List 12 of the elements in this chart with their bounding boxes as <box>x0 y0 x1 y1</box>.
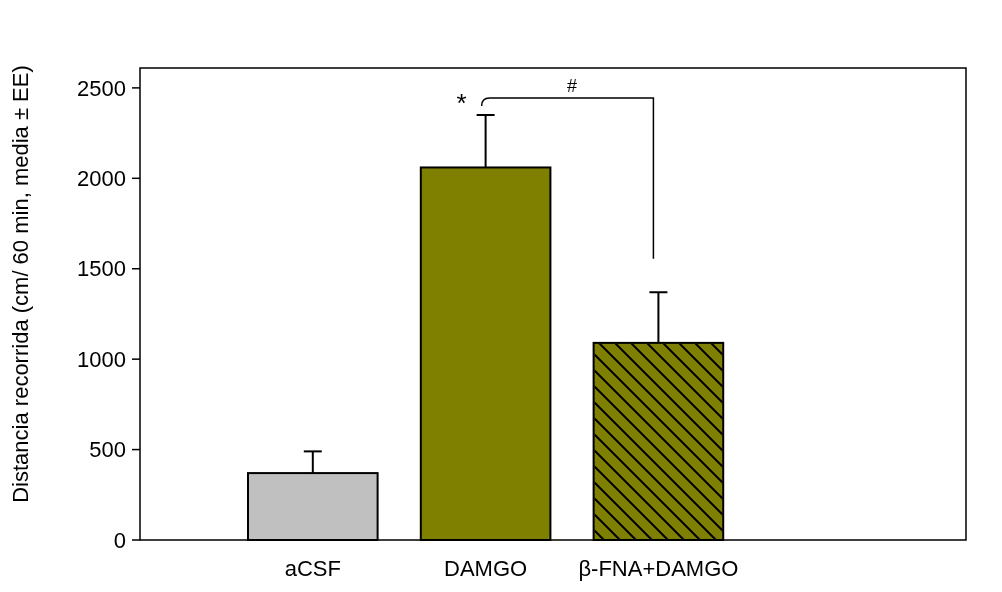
y-axis-title: Distancia recorrida (cm/ 60 min, media ± EE) <box>8 65 33 503</box>
y-tick-label: 1000 <box>77 346 126 372</box>
x-tick-label: aCSF <box>284 556 341 581</box>
x-tick-label: DAMGO <box>444 556 528 581</box>
y-tick-label: 2500 <box>77 75 126 101</box>
y-tick-label: 1500 <box>77 256 126 282</box>
y-tick-label: 500 <box>89 437 126 463</box>
y-tick-label: 0 <box>113 527 126 553</box>
annotation: * <box>456 88 467 118</box>
annotation: # <box>567 76 578 96</box>
x-tick-label: β-FNA+DAMGO <box>578 556 739 581</box>
y-tick-label: 2000 <box>77 166 126 192</box>
